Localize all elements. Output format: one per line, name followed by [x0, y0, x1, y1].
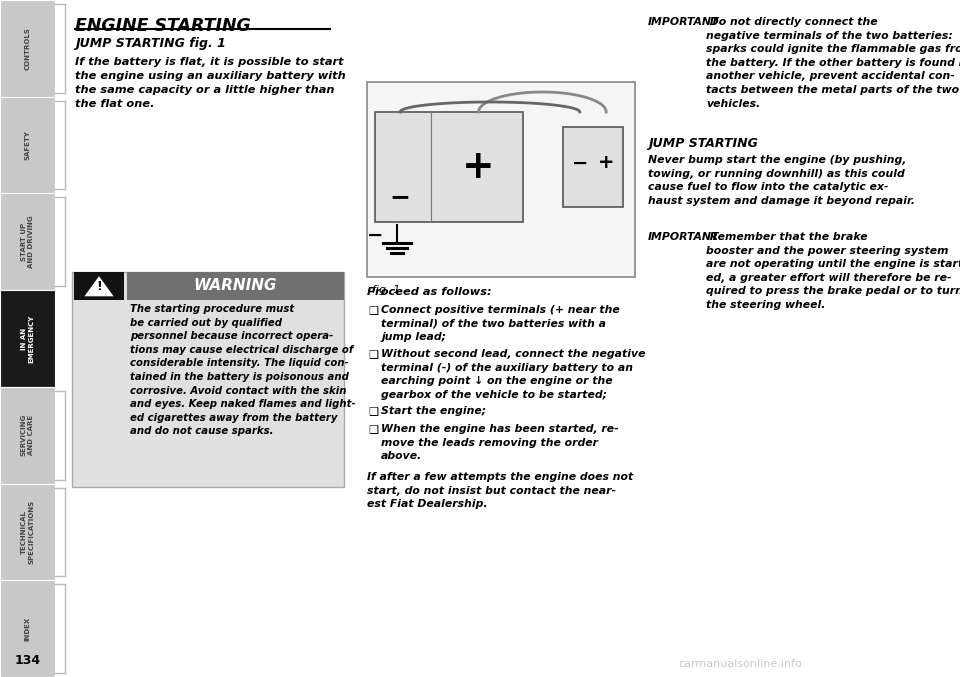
- Text: Start the engine;: Start the engine;: [381, 406, 486, 416]
- Bar: [0, 194, 55, 290]
- Text: ❑: ❑: [368, 305, 378, 315]
- Text: Remember that the brake
booster and the power steering system
are not operating : Remember that the brake booster and the …: [706, 232, 960, 310]
- Text: INDEX: INDEX: [25, 617, 31, 640]
- Text: When the engine has been started, re-
move the leads removing the order
above.: When the engine has been started, re- mo…: [381, 424, 618, 461]
- Text: +: +: [598, 154, 614, 173]
- Bar: [127, 272, 344, 300]
- Bar: [72, 272, 344, 487]
- Bar: [0, 387, 55, 483]
- Text: START UP
AND DRIVING: START UP AND DRIVING: [21, 215, 35, 268]
- Text: Connect positive terminals (+ near the
terminal) of the two batteries with a
jum: Connect positive terminals (+ near the t…: [381, 305, 620, 342]
- Text: Never bump start the engine (by pushing,
towing, or running downhill) as this co: Never bump start the engine (by pushing,…: [648, 155, 915, 206]
- Text: TECHNICAL
SPECIFICATIONS: TECHNICAL SPECIFICATIONS: [21, 500, 35, 564]
- Text: ❑: ❑: [368, 406, 378, 416]
- Text: IN AN
EMERGENCY: IN AN EMERGENCY: [21, 314, 35, 363]
- Text: −: −: [390, 185, 411, 209]
- Text: !: !: [96, 280, 102, 294]
- Text: Do not directly connect the
negative terminals of the two batteries:
sparks coul: Do not directly connect the negative ter…: [706, 17, 960, 108]
- Bar: [0, 290, 55, 387]
- Polygon shape: [83, 275, 115, 297]
- Text: ENGINE STARTING: ENGINE STARTING: [75, 17, 251, 35]
- Text: If after a few attempts the engine does not
start, do not insist but contact the: If after a few attempts the engine does …: [367, 472, 634, 509]
- Bar: [74, 272, 124, 300]
- Text: ❑: ❑: [368, 349, 378, 359]
- Bar: [0, 580, 55, 677]
- Text: ❑: ❑: [368, 424, 378, 434]
- Text: SAFETY: SAFETY: [25, 130, 31, 160]
- Text: −: −: [367, 225, 383, 244]
- Text: CONTROLS: CONTROLS: [25, 27, 31, 70]
- Text: carmanualsonline.info: carmanualsonline.info: [678, 659, 802, 669]
- Text: 134: 134: [15, 654, 41, 667]
- Text: fig. 1: fig. 1: [372, 285, 400, 295]
- Text: SERVICING
AND CARE: SERVICING AND CARE: [21, 414, 35, 456]
- Text: IMPORTANT: IMPORTANT: [648, 17, 719, 27]
- Bar: [367, 82, 635, 277]
- Bar: [0, 483, 55, 580]
- Text: +: +: [463, 148, 495, 186]
- Text: Proceed as follows:: Proceed as follows:: [367, 287, 492, 297]
- Text: JUMP STARTING: JUMP STARTING: [648, 137, 757, 150]
- Bar: [0, 97, 55, 194]
- Bar: [375, 112, 523, 222]
- Text: −: −: [571, 154, 588, 173]
- Text: WARNING: WARNING: [194, 278, 277, 294]
- Text: If the battery is flat, it is possible to start
the engine using an auxiliary ba: If the battery is flat, it is possible t…: [75, 57, 346, 109]
- Text: The starting procedure must
be carried out by qualified
personnel because incorr: The starting procedure must be carried o…: [130, 304, 356, 437]
- Text: JUMP STARTING fig. 1: JUMP STARTING fig. 1: [75, 37, 226, 50]
- Bar: [0, 0, 55, 97]
- Bar: [563, 127, 623, 207]
- Text: IMPORTANT: IMPORTANT: [648, 232, 719, 242]
- Text: Without second lead, connect the negative
terminal (-) of the auxiliary battery : Without second lead, connect the negativ…: [381, 349, 645, 400]
